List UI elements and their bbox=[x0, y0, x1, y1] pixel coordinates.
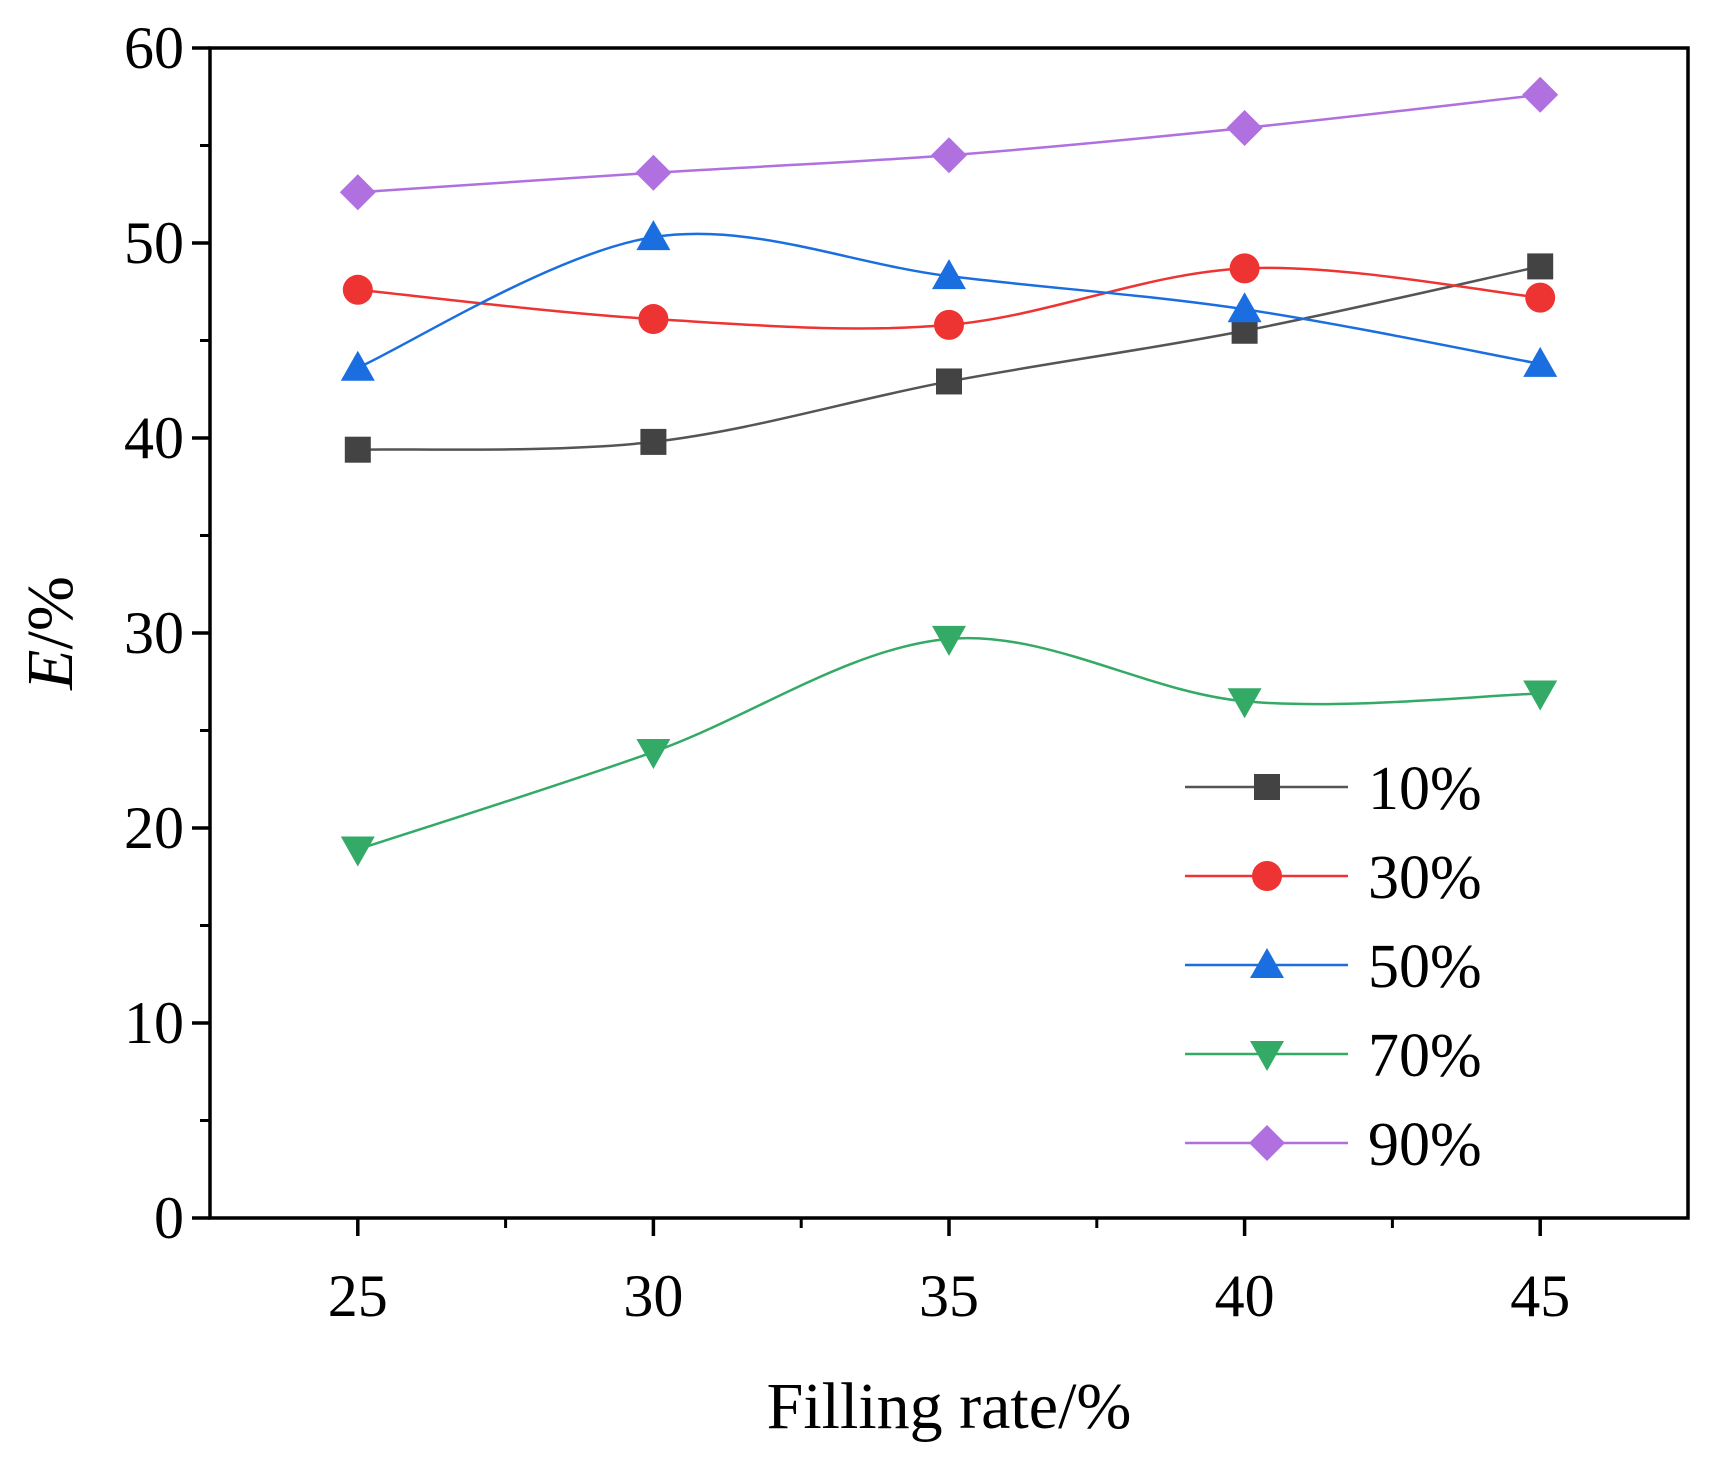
data-point bbox=[1523, 346, 1558, 377]
legend-item: 10% bbox=[1185, 755, 1482, 823]
y-tick-label: 30 bbox=[124, 600, 184, 666]
legend-marker bbox=[1254, 774, 1280, 800]
data-point bbox=[931, 137, 967, 174]
x-tick-label: 45 bbox=[1510, 1263, 1570, 1329]
data-point bbox=[932, 625, 966, 656]
data-point bbox=[1227, 292, 1262, 323]
series-2 bbox=[342, 253, 1556, 340]
legend: 10% 30% 50% 70% 90% bbox=[1185, 755, 1482, 1179]
data-point bbox=[344, 436, 371, 463]
y-tick-label: 50 bbox=[124, 210, 184, 276]
x-tick-label: 35 bbox=[919, 1263, 979, 1329]
data-point bbox=[1227, 688, 1262, 719]
data-point bbox=[342, 274, 373, 305]
axis-ticks: 25 30 35 40 45 0 10 20 30 40 50 60 bbox=[124, 15, 1570, 1329]
y-tick-label: 40 bbox=[124, 405, 184, 471]
data-point bbox=[638, 304, 669, 335]
legend-item: 50% bbox=[1185, 933, 1482, 1001]
x-tick-label: 25 bbox=[328, 1263, 388, 1329]
series-line bbox=[357, 232, 1541, 369]
legend-marker bbox=[1249, 1125, 1285, 1161]
legend-marker bbox=[1250, 948, 1284, 978]
series-3 bbox=[340, 220, 1558, 381]
data-point bbox=[339, 174, 376, 211]
legend-marker bbox=[1250, 1041, 1284, 1071]
y-axis-title-unit: /% bbox=[14, 576, 87, 649]
data-point bbox=[1229, 253, 1260, 284]
series-line bbox=[357, 265, 1541, 451]
series-4 bbox=[340, 625, 1558, 867]
x-tick-label: 40 bbox=[1215, 1263, 1275, 1329]
data-point bbox=[635, 154, 672, 191]
legend-label: 70% bbox=[1368, 1022, 1482, 1090]
data-point bbox=[640, 428, 667, 455]
data-point bbox=[934, 309, 964, 340]
data-point bbox=[340, 350, 375, 381]
data-point bbox=[1522, 76, 1559, 113]
series-line bbox=[357, 636, 1541, 851]
y-axis-title-italic: E bbox=[14, 650, 87, 691]
y-axis-title: E/% bbox=[14, 576, 87, 691]
data-point bbox=[340, 836, 375, 867]
y-tick-label: 0 bbox=[154, 1185, 184, 1251]
data-point bbox=[1527, 253, 1554, 280]
y-tick-label: 10 bbox=[124, 990, 184, 1056]
legend-marker bbox=[1252, 861, 1282, 891]
legend-item: 90% bbox=[1185, 1111, 1482, 1179]
legend-label: 10% bbox=[1368, 755, 1482, 823]
series-layer bbox=[339, 76, 1559, 867]
data-point bbox=[1525, 282, 1556, 313]
y-tick-label: 20 bbox=[124, 795, 184, 861]
series-5 bbox=[339, 76, 1559, 211]
data-point bbox=[1523, 680, 1558, 711]
data-point bbox=[636, 738, 671, 769]
data-point bbox=[1226, 109, 1263, 146]
x-axis-title: Filling rate/% bbox=[767, 1370, 1132, 1443]
legend-item: 70% bbox=[1185, 1022, 1482, 1090]
legend-item: 30% bbox=[1185, 844, 1482, 912]
x-tick-label: 30 bbox=[623, 1263, 683, 1329]
legend-label: 50% bbox=[1368, 933, 1482, 1001]
data-point bbox=[936, 368, 962, 395]
y-tick-label: 60 bbox=[124, 15, 184, 81]
data-point bbox=[636, 220, 671, 251]
data-point bbox=[932, 259, 966, 290]
legend-label: 90% bbox=[1368, 1111, 1482, 1179]
legend-label: 30% bbox=[1368, 844, 1482, 912]
